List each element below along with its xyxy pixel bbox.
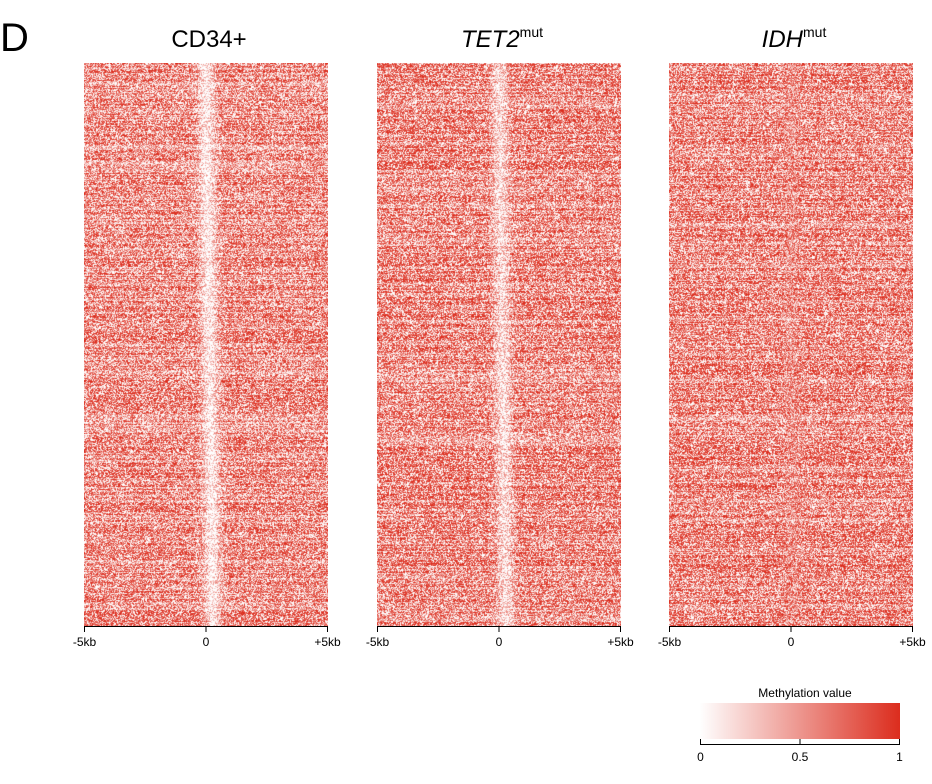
panel-title-tet2: TET2mut <box>377 24 627 54</box>
legend-title: Methylation value <box>758 686 852 700</box>
panel-title-superscript: mut <box>803 24 827 40</box>
x-tick-label: 0 <box>787 635 795 649</box>
panel-letter: D <box>0 16 29 60</box>
legend-tick-label: 0.5 <box>791 750 809 764</box>
color-legend: Methylation value 0 0.5 1 <box>690 680 920 784</box>
legend-tick-label: 0 <box>697 750 704 764</box>
panel-title-text: CD34+ <box>171 26 247 53</box>
x-tick-label: -5kb <box>365 635 390 649</box>
legend-axis: 0 0.5 1 <box>697 739 903 779</box>
x-axis-tet2: -5kb 0 +5kb <box>366 626 634 656</box>
heatmap-panel-idh: IDHmut -5kb 0 +5kb <box>658 0 926 660</box>
heatmap-panel-tet2: TET2mut -5kb 0 +5kb <box>366 0 634 660</box>
x-axis-idh: -5kb 0 +5kb <box>658 626 926 656</box>
legend-color-bar <box>700 703 900 739</box>
panel-title-text: IDH <box>761 26 803 53</box>
x-axis-cd34: -5kb 0 +5kb <box>73 626 341 656</box>
x-axis-lines <box>84 626 328 632</box>
legend-tick-label: 1 <box>896 750 903 764</box>
x-tick-label: -5kb <box>657 635 682 649</box>
heatmap-panel-cd34: CD34+ -5kb 0 +5kb <box>73 0 341 660</box>
methylation-heatmap-tet2 <box>377 63 621 627</box>
methylation-heatmap-idh <box>669 63 913 627</box>
panel-title-text: TET2 <box>460 26 520 53</box>
x-axis-lines <box>669 626 913 632</box>
x-tick-label: +5kb <box>899 635 926 649</box>
methylation-heatmap-cd34 <box>84 63 328 627</box>
panel-title-idh: IDHmut <box>669 24 919 54</box>
x-tick-label: +5kb <box>314 635 341 649</box>
panel-title-cd34: CD34+ <box>84 24 334 54</box>
panel-title-superscript: mut <box>519 24 544 40</box>
x-tick-label: 0 <box>202 635 210 649</box>
x-axis-lines <box>377 626 621 632</box>
x-tick-label: -5kb <box>72 635 97 649</box>
x-tick-label: 0 <box>495 635 503 649</box>
legend-axis-lines <box>700 739 900 745</box>
x-tick-label: +5kb <box>607 635 634 649</box>
